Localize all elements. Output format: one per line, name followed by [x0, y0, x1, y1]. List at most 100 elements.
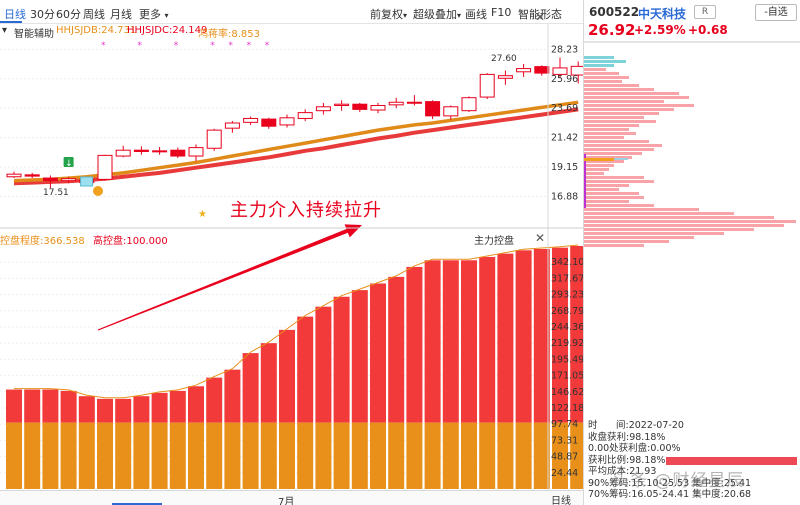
chip-bar: [584, 200, 629, 203]
signal-star-marker: *: [247, 41, 252, 51]
chip-bar: [584, 136, 624, 139]
profit-ratio-bar: [666, 456, 797, 465]
adjust-dropdown[interactable]: 前复权▾: [370, 6, 407, 22]
high-control-bar: [78, 422, 95, 489]
control-bar: [570, 246, 583, 423]
indicator-jdb: HHJSJDB:24.731: [56, 25, 137, 36]
tab-more[interactable]: 更多 ▾: [139, 6, 169, 22]
chip-bar: [584, 180, 654, 183]
smart-pattern-button[interactable]: 智能形态: [518, 8, 562, 21]
high-control-bar: [224, 422, 241, 489]
high-price-label: 27.60: [491, 54, 517, 64]
high-control-bar: [552, 422, 568, 489]
f10-button[interactable]: F10: [491, 6, 512, 19]
price-tick-label: 28.23: [551, 44, 578, 55]
chip-bar: [584, 72, 619, 75]
chip-info: 时 间:2022-07-20 收盘获利:98.18% 0.00处获利盘:0.00%…: [588, 420, 798, 501]
lower-close-icon: ✕: [535, 231, 545, 245]
control-tick-label: 342.10: [551, 257, 583, 268]
chip-bar: [584, 84, 639, 87]
chip-bar: [584, 132, 636, 135]
chip-bar: [584, 164, 614, 167]
signal-star-marker: *: [265, 41, 270, 51]
candle-up: [497, 75, 513, 79]
chip-bar: [584, 236, 694, 239]
period-toggle-button[interactable]: 日线: [551, 496, 571, 505]
candle-up: [6, 173, 22, 178]
control-tick-label: 195.49: [551, 354, 583, 365]
candle-up: [279, 117, 295, 126]
control-bar: [315, 306, 332, 423]
high-control-bar: [188, 422, 204, 489]
chip-bar: [584, 160, 624, 163]
chip-bar: [584, 108, 674, 111]
chip-bar: [584, 120, 656, 123]
control-bar: [224, 369, 241, 423]
tab-more-label: 更多: [139, 8, 161, 21]
high-control-bar: [333, 422, 350, 489]
high-control-bar: [206, 422, 223, 489]
stock-name[interactable]: 中天科技: [638, 7, 687, 21]
high-control-bar: [370, 422, 386, 489]
tab-60min[interactable]: 60分: [56, 8, 81, 21]
candle-up: [97, 154, 113, 180]
control-tick-label: 48.87: [551, 452, 578, 463]
control-degree-line: [14, 244, 579, 399]
overlay-dropdown[interactable]: 超级叠加▾: [413, 6, 461, 22]
add-watchlist-button[interactable]: -自选: [755, 4, 797, 21]
change-amount: +0.68: [688, 23, 728, 37]
stock-header: 600522 中天科技 R -自选 26.92 +2.59% +0.68: [584, 0, 800, 42]
chip-bar: [584, 228, 754, 231]
active-tab-indicator: [0, 21, 22, 23]
r-badge: R: [694, 5, 716, 19]
chip-bar: [584, 144, 662, 147]
period-toolbar: 日线 30分 60分 周线 月线 更多 ▾ 前复权▾ 超级叠加▾ 画线 F10 …: [0, 0, 583, 24]
control-tick-label: 146.62: [551, 387, 583, 398]
indicator-legend: ▾ 智能辅助 HHJSJDB:24.731 HHJSJDC:24.149 鸿蒋率…: [0, 24, 583, 40]
control-tick-label: 97.74: [551, 419, 578, 430]
chip-bar: [584, 240, 669, 243]
tab-weekly[interactable]: 周线: [83, 8, 105, 21]
chip-distribution-chart: [584, 56, 796, 247]
main-control-label[interactable]: 主力控盘: [474, 236, 514, 247]
draw-line-button[interactable]: 画线: [465, 8, 487, 21]
chevron-down-icon: ▾: [164, 11, 169, 20]
chip-bar: [584, 212, 734, 215]
chip-top-line: [584, 42, 800, 43]
candle-down: [170, 149, 186, 157]
tab-monthly[interactable]: 月线: [110, 8, 132, 21]
control-bar: [552, 247, 568, 423]
tab-daily[interactable]: 日线: [4, 8, 26, 21]
tab-30min[interactable]: 30分: [30, 8, 55, 21]
time-axis: 7月 日线: [0, 490, 583, 505]
control-tick-label: 24.44: [551, 468, 578, 479]
high-control-bar: [424, 422, 441, 489]
chip-bar: [584, 232, 724, 235]
low-price-label: 17.51: [43, 188, 69, 198]
price-axis: 28.23 25.96 23.69 21.42 19.15 16.88: [551, 44, 578, 202]
candle-up: [516, 68, 532, 73]
indicator-dropdown-icon[interactable]: ▾: [2, 25, 8, 36]
chip-bar: [584, 184, 629, 187]
candle-down: [425, 101, 441, 117]
control-bar: [406, 266, 423, 423]
chip-bar: [584, 68, 606, 71]
candle-up: [479, 73, 495, 98]
control-bar: [461, 260, 477, 423]
buy-arrow-icon: [63, 157, 74, 167]
signal-star-marker: *: [174, 41, 179, 51]
candle-down: [133, 149, 149, 152]
chip-bar: [584, 88, 654, 91]
high-control-bar: [260, 422, 277, 489]
control-tick-label: 171.05: [551, 371, 583, 382]
chip-bar: [584, 168, 609, 171]
chip-bar: [584, 100, 664, 103]
high-control-bar: [533, 422, 550, 489]
indicator-name[interactable]: 智能辅助: [14, 29, 54, 40]
high-control-bar: [388, 422, 405, 489]
main-chart[interactable]: * * * * * * * 28.23 25.96 23.69 21.42 19.15 16.88 ↓…: [0, 0, 583, 490]
scroll-thumb[interactable]: [112, 503, 162, 505]
time-value: 间:2022-07-20: [616, 420, 684, 431]
high-control-bar: [442, 422, 459, 489]
chip-bar: [584, 104, 694, 107]
